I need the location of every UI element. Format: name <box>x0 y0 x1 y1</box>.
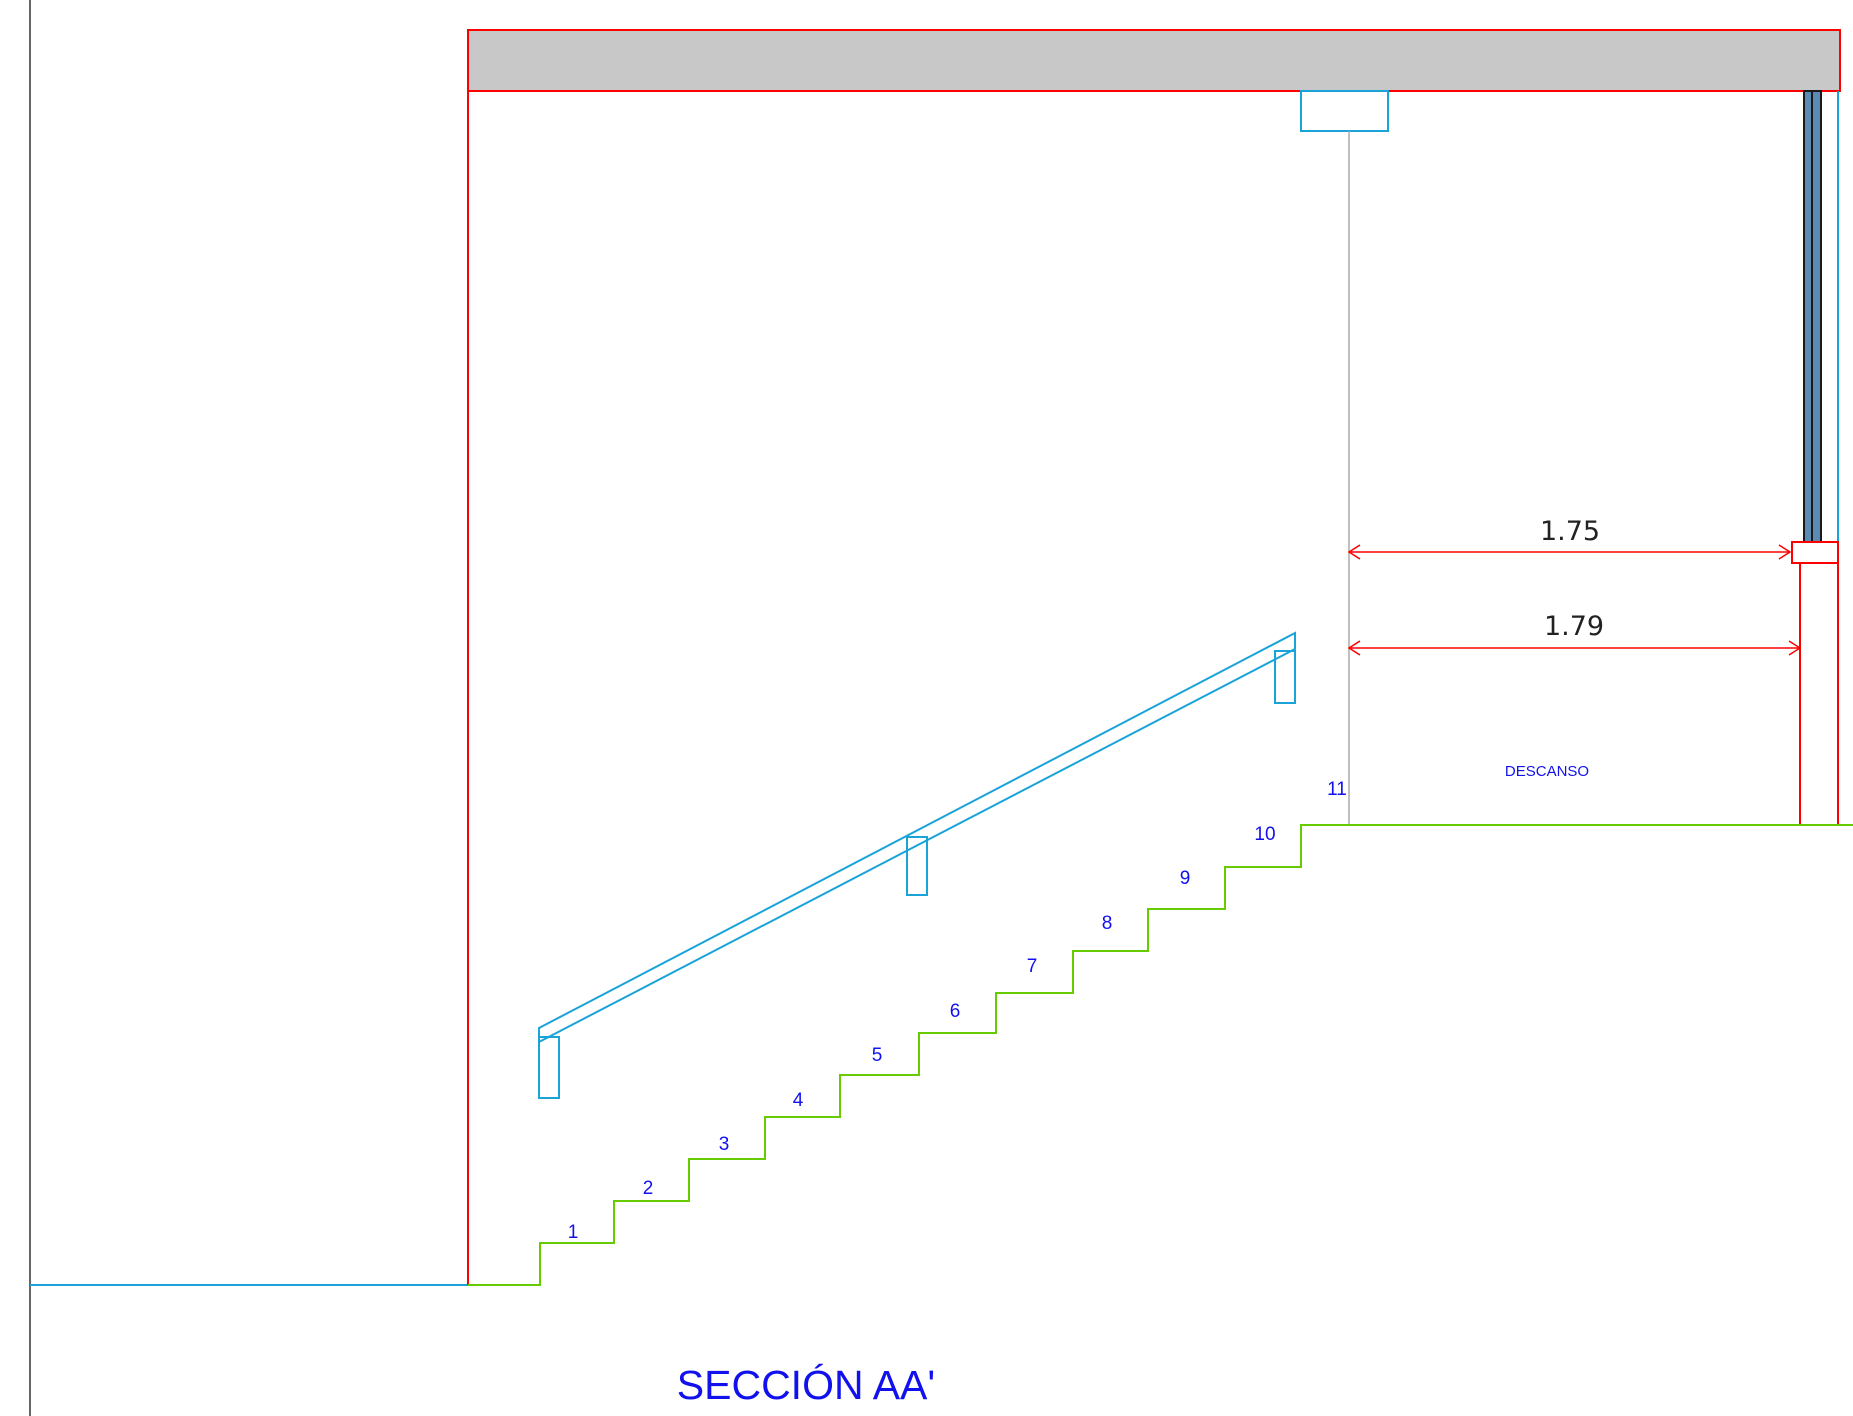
dimension-lower <box>1347 640 1802 656</box>
ceiling-beam <box>1300 90 1389 132</box>
right-window <box>1791 90 1839 825</box>
step-number-4: 4 <box>793 1090 804 1111</box>
step-number-1: 1 <box>568 1222 579 1243</box>
step-number-6: 6 <box>950 1001 961 1022</box>
step-number-5: 5 <box>872 1045 883 1066</box>
handrail <box>538 631 1296 1099</box>
step-number-10: 10 <box>1254 824 1275 845</box>
dimension-upper <box>1347 544 1792 560</box>
dimension-upper-label: 1.75 <box>1540 516 1600 547</box>
landing-label: DESCANSO <box>1505 763 1589 780</box>
dimension-lower-label: 1.79 <box>1544 611 1604 642</box>
step-number-2: 2 <box>643 1178 654 1199</box>
step-number-11: 11 <box>1327 779 1347 800</box>
step-number-8: 8 <box>1102 913 1113 934</box>
step-number-7: 7 <box>1027 956 1038 977</box>
roof-slab <box>467 29 1841 92</box>
step-number-3: 3 <box>719 1134 730 1155</box>
step-number-9: 9 <box>1180 868 1191 889</box>
section-title: SECCIÓN AA' <box>677 1362 935 1408</box>
stair-profile <box>468 824 1853 1286</box>
